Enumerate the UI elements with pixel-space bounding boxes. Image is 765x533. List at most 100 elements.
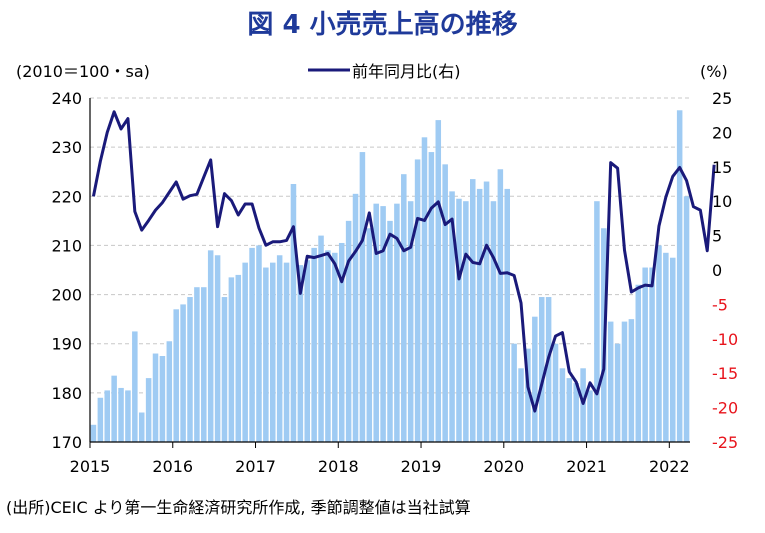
left-tick-label: 210 (51, 236, 82, 255)
bar (125, 390, 131, 442)
right-tick-label: 20 (712, 123, 732, 142)
bar (90, 424, 97, 442)
bar (207, 250, 214, 442)
bar (607, 321, 614, 442)
bar (345, 220, 352, 442)
x-tick-label: 2019 (401, 457, 442, 476)
bar (111, 375, 117, 442)
left-tick-label: 230 (51, 138, 82, 157)
bar (180, 304, 186, 442)
bar (490, 201, 497, 442)
x-tick-label: 2017 (235, 457, 276, 476)
left-axis-unit-label: (2010＝100・sa) (16, 62, 150, 81)
left-tick-label: 240 (51, 89, 82, 108)
bar (152, 353, 159, 442)
bar (352, 193, 359, 442)
x-tick-label: 2022 (649, 457, 690, 476)
bar (256, 245, 262, 442)
bar (614, 343, 621, 442)
x-tick-label: 2021 (566, 457, 607, 476)
bar (373, 203, 379, 442)
bar (249, 247, 255, 442)
bar (621, 321, 628, 442)
axis-labels: (2010＝100・sa) (%) 前年同月比(右) (16, 62, 728, 81)
right-tick-label: 15 (712, 158, 732, 177)
left-tick-label: 190 (51, 335, 82, 354)
bar (387, 220, 393, 442)
bar (511, 343, 517, 442)
x-tick-label: 2020 (483, 457, 524, 476)
bar (566, 378, 573, 442)
x-tick-label: 2016 (152, 457, 193, 476)
bar (594, 201, 600, 442)
bar (663, 252, 669, 442)
bar (394, 203, 400, 442)
bar (628, 319, 635, 442)
bar (552, 343, 559, 442)
right-tick-label: -20 (712, 399, 738, 418)
bar (228, 277, 235, 442)
bar (263, 267, 269, 442)
bar (676, 110, 683, 442)
legend-label: 前年同月比(右) (352, 62, 461, 81)
bar (573, 383, 579, 442)
x-tick-label: 2018 (318, 457, 359, 476)
bar (545, 297, 552, 442)
bar (311, 247, 317, 442)
bar (656, 245, 662, 442)
bar (449, 191, 455, 442)
bar (525, 348, 531, 442)
bar (366, 228, 373, 442)
bar (242, 262, 248, 442)
bar (283, 262, 290, 442)
source-note: (出所)CEIC より第一生命経済研究所作成, 季節調整値は当社試算 (6, 498, 471, 517)
bar (497, 169, 504, 442)
bar (235, 274, 242, 442)
bar (145, 378, 152, 442)
bar (276, 255, 283, 442)
line-series (91, 110, 716, 413)
bar-series (90, 110, 690, 443)
right-tick-label: 25 (712, 89, 732, 108)
bar (132, 331, 138, 442)
bar (407, 201, 414, 442)
bar (338, 242, 345, 442)
left-tick-label: 200 (51, 286, 82, 305)
bar (325, 250, 331, 442)
bar (428, 152, 435, 442)
right-tick-label: -25 (712, 433, 738, 452)
right-tick-label: -10 (712, 330, 738, 349)
bar (166, 341, 173, 442)
bar (504, 188, 510, 442)
x-tick-label: 2015 (70, 457, 111, 476)
bar (470, 179, 476, 442)
bar (380, 206, 386, 442)
bar (173, 309, 179, 442)
bar (476, 188, 483, 442)
bar (138, 412, 145, 442)
bar (304, 260, 310, 442)
bar (649, 267, 655, 442)
bar (463, 201, 469, 442)
bar (214, 255, 221, 442)
bar (421, 137, 428, 442)
yoy-line (91, 110, 716, 413)
right-tick-label: 5 (712, 227, 722, 246)
left-tick-label: 170 (51, 433, 82, 452)
bar (483, 181, 490, 443)
right-tick-label: -15 (712, 364, 738, 383)
bar (270, 262, 276, 442)
bar (104, 390, 110, 442)
bar (518, 368, 524, 442)
bar (290, 184, 297, 442)
bar (532, 316, 538, 442)
bar (683, 196, 690, 442)
bar (97, 397, 104, 442)
bar (221, 297, 228, 442)
right-tick-label: -5 (712, 295, 728, 314)
bar (159, 356, 166, 442)
right-tick-label: 0 (712, 261, 722, 280)
bar (297, 265, 304, 442)
left-tick-label: 220 (51, 187, 82, 206)
